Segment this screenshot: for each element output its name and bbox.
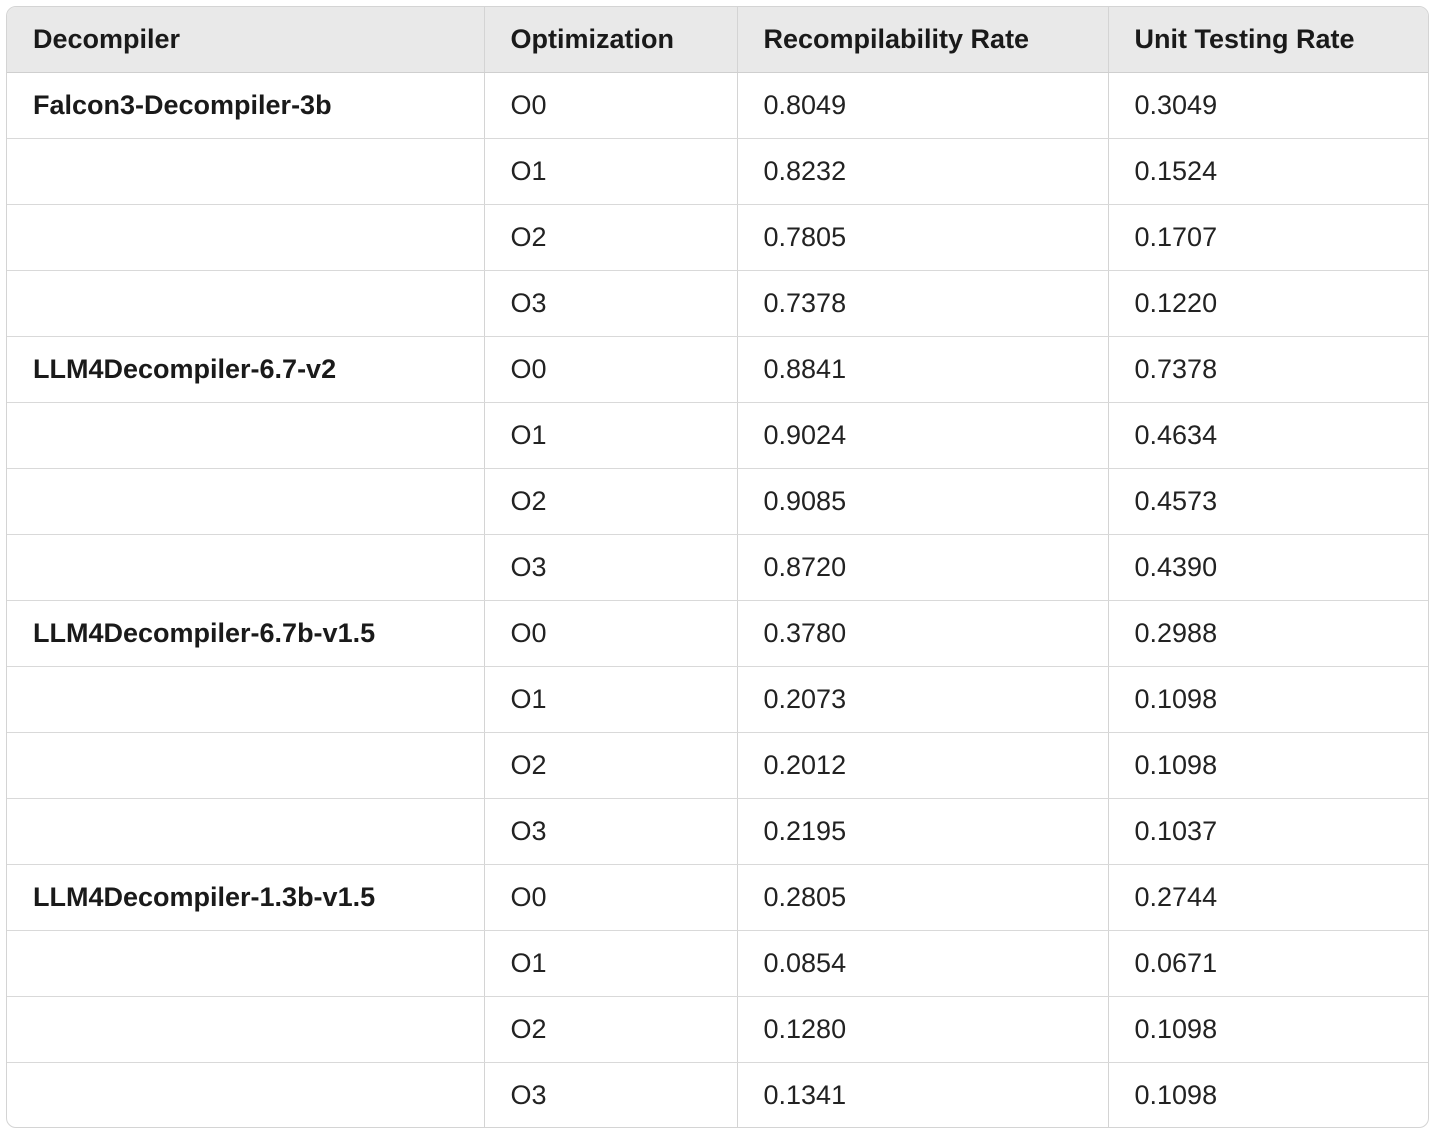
optimization-cell: O0 <box>484 336 738 403</box>
optimization-cell: O0 <box>484 600 738 667</box>
unit-testing-rate-cell: 0.1098 <box>1108 732 1428 799</box>
unit-testing-rate-cell: 0.1220 <box>1108 270 1428 337</box>
table-row: O3 0.8720 0.4390 <box>7 534 1428 601</box>
decompiler-cell <box>7 732 485 799</box>
table-row: O2 0.7805 0.1707 <box>7 204 1428 271</box>
unit-testing-rate-cell: 0.4634 <box>1108 402 1428 469</box>
optimization-cell: O3 <box>484 798 738 865</box>
table-row: O2 0.2012 0.1098 <box>7 732 1428 799</box>
optimization-cell: O1 <box>484 930 738 997</box>
table-row: LLM4Decompiler-6.7-v2 O0 0.8841 0.7378 <box>7 336 1428 403</box>
recompilability-rate-cell: 0.1280 <box>737 996 1109 1063</box>
recompilability-rate-cell: 0.7805 <box>737 204 1109 271</box>
recompilability-rate-cell: 0.7378 <box>737 270 1109 337</box>
table-row: O1 0.2073 0.1098 <box>7 666 1428 733</box>
decompiler-cell <box>7 204 485 271</box>
recompilability-rate-cell: 0.8232 <box>737 138 1109 205</box>
unit-testing-rate-cell: 0.3049 <box>1108 72 1428 139</box>
optimization-cell: O1 <box>484 138 738 205</box>
decompiler-cell <box>7 798 485 865</box>
decompiler-cell <box>7 534 485 601</box>
table-row: O3 0.7378 0.1220 <box>7 270 1428 337</box>
unit-testing-rate-cell: 0.7378 <box>1108 336 1428 403</box>
table-row: LLM4Decompiler-6.7b-v1.5 O0 0.3780 0.2988 <box>7 600 1428 667</box>
table-row: O1 0.0854 0.0671 <box>7 930 1428 997</box>
decompiler-cell: LLM4Decompiler-6.7-v2 <box>7 336 485 403</box>
optimization-cell: O3 <box>484 534 738 601</box>
decompiler-cell <box>7 666 485 733</box>
table-row: O3 0.1341 0.1098 <box>7 1062 1428 1127</box>
table-header: Decompiler Optimization Recompilability … <box>7 7 1428 73</box>
decompiler-cell <box>7 996 485 1063</box>
table-row: LLM4Decompiler-1.3b-v1.5 O0 0.2805 0.2744 <box>7 864 1428 931</box>
header-unit-testing-rate: Unit Testing Rate <box>1108 7 1428 73</box>
recompilability-rate-cell: 0.3780 <box>737 600 1109 667</box>
unit-testing-rate-cell: 0.2744 <box>1108 864 1428 931</box>
recompilability-rate-cell: 0.8049 <box>737 72 1109 139</box>
optimization-cell: O0 <box>484 864 738 931</box>
optimization-cell: O2 <box>484 468 738 535</box>
decompiler-cell: Falcon3-Decompiler-3b <box>7 72 485 139</box>
decompiler-cell: LLM4Decompiler-1.3b-v1.5 <box>7 864 485 931</box>
table-row: O2 0.9085 0.4573 <box>7 468 1428 535</box>
table-row: O2 0.1280 0.1098 <box>7 996 1428 1063</box>
table-row: O1 0.8232 0.1524 <box>7 138 1428 205</box>
recompilability-rate-cell: 0.9024 <box>737 402 1109 469</box>
recompilability-rate-cell: 0.9085 <box>737 468 1109 535</box>
unit-testing-rate-cell: 0.1098 <box>1134 1079 1218 1110</box>
recompilability-rate-cell: 0.2073 <box>737 666 1109 733</box>
unit-testing-rate-cell: 0.4573 <box>1108 468 1428 535</box>
optimization-cell: O3 <box>484 270 738 337</box>
recompilability-rate-cell: 0.1341 <box>737 1062 1109 1127</box>
decompiler-cell <box>7 138 485 205</box>
header-recompilability-rate: Recompilability Rate <box>737 7 1109 73</box>
optimization-cell: O3 <box>484 1062 738 1127</box>
table-body: Falcon3-Decompiler-3b O0 0.8049 0.3049 O1 0.8… <box>7 72 1428 1127</box>
header-row: Decompiler Optimization Recompilability … <box>7 7 1428 73</box>
recompilability-rate-cell: 0.0854 <box>737 930 1109 997</box>
optimization-cell: O1 <box>484 666 738 733</box>
decompiler-cell <box>7 1062 485 1127</box>
recompilability-rate-cell: 0.8841 <box>737 336 1109 403</box>
unit-testing-rate-cell: 0.1098 <box>1108 666 1428 733</box>
optimization-cell: O0 <box>484 72 738 139</box>
header-optimization: Optimization <box>484 7 738 73</box>
unit-testing-rate-cell: 0.2988 <box>1108 600 1428 667</box>
optimization-cell: O1 <box>484 402 738 469</box>
recompilability-rate-cell: 0.2805 <box>737 864 1109 931</box>
results-table: Decompiler Optimization Recompilability … <box>7 7 1428 1127</box>
unit-testing-rate-cell: 0.1037 <box>1108 798 1428 865</box>
table-row: O3 0.2195 0.1037 <box>7 798 1428 865</box>
recompilability-rate-cell: 0.2012 <box>737 732 1109 799</box>
decompiler-cell <box>7 270 485 337</box>
recompilability-rate-cell: 0.8720 <box>737 534 1109 601</box>
optimization-cell: O2 <box>484 732 738 799</box>
decompiler-cell <box>7 402 485 469</box>
optimization-cell: O2 <box>484 996 738 1063</box>
unit-testing-rate-cell: 0.1707 <box>1108 204 1428 271</box>
unit-testing-rate-cell: 0.4390 <box>1108 534 1428 601</box>
unit-testing-rate-cell: 0.1098 <box>1108 996 1428 1063</box>
header-decompiler: Decompiler <box>7 7 485 73</box>
unit-testing-rate-cell: 0.1524 <box>1108 138 1428 205</box>
recompilability-rate-cell: 0.2195 <box>737 798 1109 865</box>
decompiler-cell <box>7 930 485 997</box>
table-row: O1 0.9024 0.4634 <box>7 402 1428 469</box>
optimization-cell: O2 <box>484 204 738 271</box>
unit-testing-rate-cell: 0.0671 <box>1108 930 1428 997</box>
decompiler-cell: LLM4Decompiler-6.7b-v1.5 <box>7 600 485 667</box>
table-row: Falcon3-Decompiler-3b O0 0.8049 0.3049 <box>7 72 1428 139</box>
decompiler-cell <box>7 468 485 535</box>
results-table-container: Decompiler Optimization Recompilability … <box>6 6 1429 1128</box>
